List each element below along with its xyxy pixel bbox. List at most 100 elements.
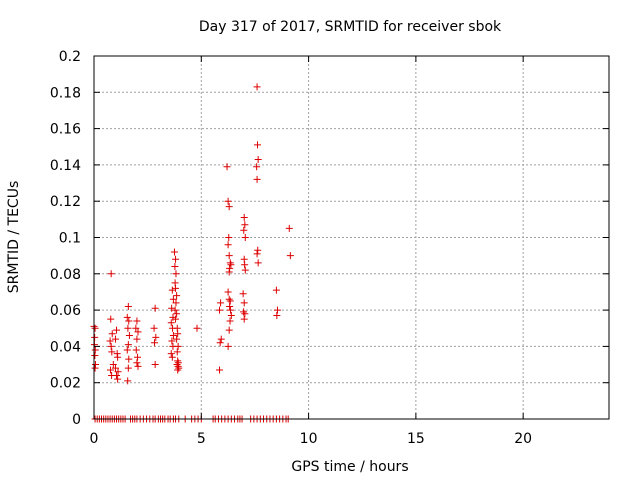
data-point — [134, 353, 142, 361]
data-point — [225, 252, 233, 260]
data-point — [91, 364, 99, 372]
data-point — [107, 366, 115, 374]
data-point — [107, 315, 115, 323]
data-point — [109, 361, 117, 369]
data-point — [226, 306, 234, 314]
data-point — [114, 368, 122, 376]
data-point — [134, 362, 142, 370]
data-point — [225, 203, 233, 211]
data-point — [133, 359, 141, 367]
data-point — [253, 163, 261, 171]
y-tick-label: 0.2 — [59, 49, 81, 65]
data-point — [253, 175, 261, 183]
data-point — [241, 234, 249, 241]
grid-lines — [94, 56, 609, 419]
y-tick-label: 0 — [72, 412, 81, 428]
y-tick-label: 0.16 — [50, 122, 81, 138]
data-point — [225, 295, 233, 303]
y-tick-label: 0.02 — [50, 376, 81, 392]
data-point — [217, 299, 225, 307]
x-axis-label: GPS time / hours — [291, 459, 408, 475]
data-point — [254, 259, 262, 267]
data-point — [168, 337, 176, 345]
data-point — [125, 317, 133, 325]
data-point — [152, 333, 160, 341]
data-point — [193, 324, 201, 332]
data-point — [114, 353, 122, 361]
data-point — [134, 328, 142, 336]
x-tick-label: 0 — [90, 431, 99, 447]
data-point — [241, 310, 249, 318]
data-point — [174, 330, 182, 338]
data-point — [113, 371, 121, 379]
data-point — [172, 284, 180, 292]
data-point — [225, 234, 233, 241]
y-tick-label: 0.04 — [50, 339, 81, 355]
y-tick-label: 0.12 — [50, 194, 81, 210]
data-point — [216, 366, 224, 374]
data-point — [239, 290, 247, 298]
data-point — [227, 312, 235, 320]
data-point — [240, 214, 248, 222]
data-point — [241, 266, 249, 274]
data-point — [114, 375, 122, 383]
data-point — [240, 308, 248, 316]
chart-title: Day 317 of 2017, SRMTID for receiver sbo… — [199, 19, 502, 35]
data-point — [132, 346, 140, 354]
axis-ticks: 0 0.02 0.04 0.06 0.08 0.1 0.12 0.14 0.16 0.18 0.2 0… — [50, 49, 609, 447]
y-tick-label: 0.18 — [50, 85, 81, 101]
data-point — [151, 339, 159, 347]
data-point — [224, 342, 232, 350]
data-point — [169, 295, 177, 303]
data-point — [125, 355, 133, 363]
data-point — [125, 332, 133, 340]
data-point — [286, 252, 294, 260]
data-point — [123, 346, 131, 354]
x-tick-label: 5 — [197, 431, 206, 447]
data-point — [172, 299, 180, 307]
data-point — [173, 335, 181, 343]
data-point — [169, 332, 177, 340]
data-point — [223, 163, 231, 171]
data-point — [225, 268, 233, 276]
data-point — [171, 306, 179, 314]
data-point — [150, 324, 158, 332]
data-point — [216, 306, 224, 314]
data-point — [240, 299, 248, 307]
x-tick-label: 15 — [407, 431, 425, 447]
data-point — [133, 317, 141, 325]
x-tick-label: 10 — [300, 431, 318, 447]
data-point — [123, 313, 131, 321]
data-point — [240, 226, 248, 234]
data-point — [170, 248, 178, 256]
data-point — [172, 255, 180, 263]
data-point — [173, 292, 181, 300]
y-tick-label: 0.14 — [50, 158, 81, 174]
data-point — [171, 263, 179, 271]
data-point — [273, 312, 281, 320]
data-point — [91, 333, 99, 341]
x-tick-label: 20 — [514, 431, 532, 447]
data-point — [124, 324, 132, 332]
data-point — [124, 364, 132, 372]
data-point — [241, 221, 249, 229]
data-point — [241, 261, 249, 269]
data-point — [124, 341, 132, 349]
data-point — [216, 339, 224, 347]
data-point — [173, 348, 181, 356]
data-point — [254, 141, 262, 149]
data-point — [167, 350, 175, 358]
data-point — [254, 246, 262, 254]
data-point — [111, 335, 119, 343]
data-point — [226, 259, 234, 267]
data-point — [226, 297, 234, 305]
data-point — [174, 342, 182, 350]
data-point — [106, 337, 114, 345]
data-points — [90, 83, 294, 423]
data-point — [272, 286, 280, 294]
data-point — [132, 324, 140, 332]
data-point — [225, 326, 233, 334]
data-point — [168, 286, 176, 294]
data-point — [224, 288, 232, 296]
data-point — [226, 317, 234, 325]
